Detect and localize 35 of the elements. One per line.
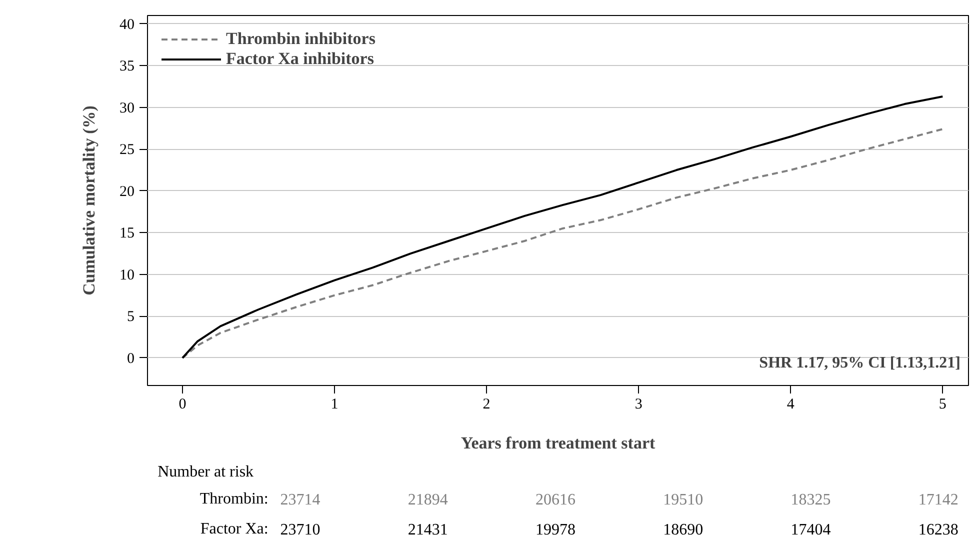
y-tick-label: 25 — [120, 142, 134, 158]
x-tick-label: 0 — [178, 396, 186, 412]
x-tick-label: 2 — [482, 396, 490, 412]
text: 23710 — [280, 522, 320, 539]
y-tick-label: 0 — [127, 350, 134, 367]
text: 17404 — [790, 522, 831, 539]
text: 21894 — [408, 492, 448, 509]
y-tick-label: 15 — [120, 226, 134, 242]
x-axis-title: Years from treatment start — [460, 434, 656, 452]
y-tick-label: 10 — [120, 267, 134, 284]
text: 18690 — [663, 522, 704, 539]
y-tick-label: 20 — [120, 184, 134, 200]
text: 18325 — [790, 492, 831, 509]
text: 16238 — [918, 522, 958, 539]
legend-label: Thrombin inhibitors — [226, 29, 376, 49]
text: 23714 — [280, 492, 320, 509]
x-tick-label: 3 — [634, 396, 642, 412]
y-tick-label: 35 — [120, 58, 134, 75]
x-tick-label: 1 — [330, 396, 338, 412]
y-axis-title: Cumulative mortality (%) — [80, 106, 98, 296]
x-tick-label: 4 — [786, 396, 795, 412]
text: Factor Xa: — [200, 520, 268, 538]
y-tick-label: 5 — [127, 309, 134, 326]
x-tick-label: 5 — [938, 396, 946, 412]
text: 19510 — [663, 492, 704, 509]
text: 20616 — [536, 492, 576, 509]
y-tick-label: 40 — [120, 16, 134, 33]
text: 21431 — [408, 522, 448, 539]
legend-label: Factor Xa inhibitors — [226, 49, 374, 69]
text: 19978 — [536, 522, 576, 539]
text: Thrombin: — [200, 490, 268, 508]
text: 17142 — [918, 492, 958, 509]
y-tick-label: 30 — [120, 100, 134, 116]
annotation: SHR 1.17, 95% CI [1.13,1.21] — [759, 354, 961, 372]
text: Number at risk — [158, 463, 254, 480]
